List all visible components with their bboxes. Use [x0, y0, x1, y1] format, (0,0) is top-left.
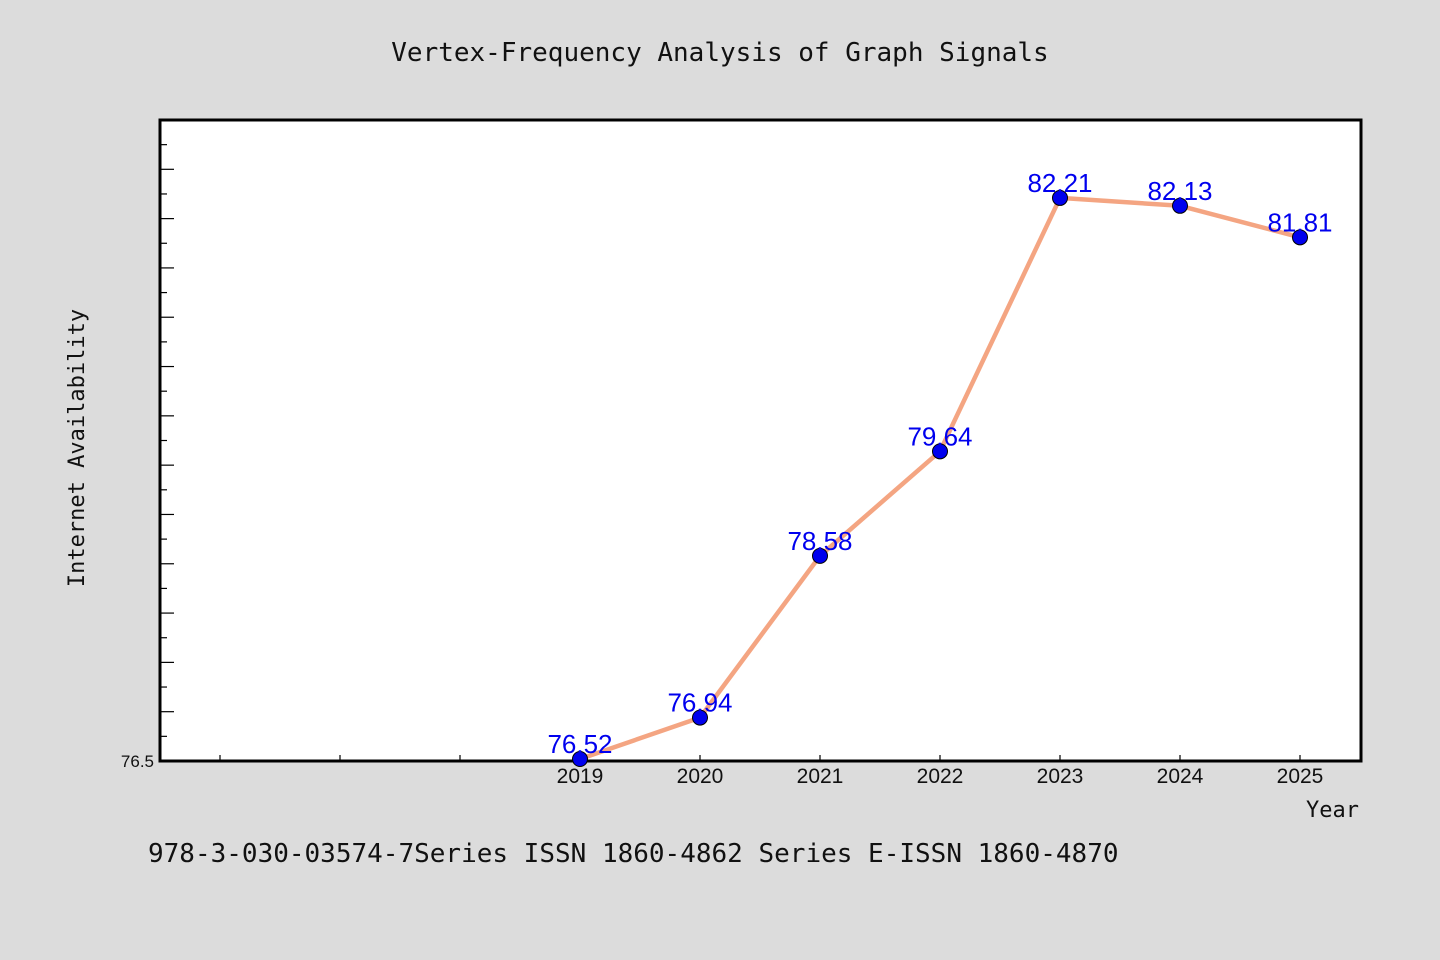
data-label: 82.21 [1027, 168, 1092, 198]
chart-title: Vertex-Frequency Analysis of Graph Signa… [391, 38, 1048, 68]
data-label: 78.58 [787, 526, 852, 556]
data-point-marker [1172, 197, 1188, 214]
data-label: 76.52 [547, 729, 612, 759]
series-marker-layer [572, 189, 1308, 768]
x-tick-label: 2025 [1277, 765, 1324, 788]
axis-ticks: 2019 2020 2021 2022 2023 2024 2025 76.5 [121, 119, 1324, 788]
y-axis-title: Internet Availability [65, 309, 90, 587]
x-axis-title: Year [1306, 798, 1359, 823]
data-point-marker [692, 709, 708, 726]
x-tick-label: 2019 [557, 765, 604, 788]
x-tick-label: 2020 [677, 765, 724, 788]
y-tick-label: 76.5 [121, 752, 154, 771]
x-tick-label: 2021 [797, 765, 844, 788]
footnote-text: 978-3-030-03574-7Series ISSN 1860-4862 S… [148, 839, 1119, 869]
data-point-marker [932, 443, 948, 460]
data-point-marker [1292, 229, 1308, 246]
plot-area [158, 118, 1363, 763]
data-label: 81.81 [1267, 207, 1332, 237]
x-tick-label: 2023 [1037, 765, 1084, 788]
data-label: 79.64 [907, 421, 972, 451]
x-tick-label: 2024 [1157, 765, 1204, 788]
data-point-marker [812, 547, 828, 564]
data-point-marker [1052, 189, 1068, 206]
data-label: 76.94 [667, 688, 732, 718]
data-point-marker [572, 751, 588, 768]
data-label: 82.13 [1147, 176, 1212, 206]
data-label-layer: 76.52 76.94 78.58 79.64 82.21 82.13 81.81 [547, 168, 1332, 759]
x-tick-label: 2022 [917, 765, 964, 788]
